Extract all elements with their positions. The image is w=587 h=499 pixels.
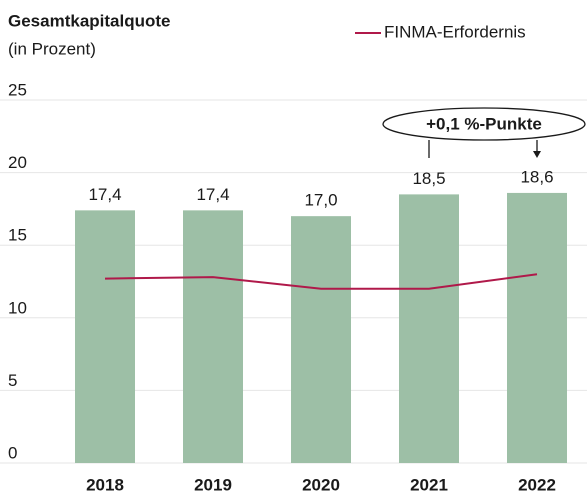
chart-title: Gesamtkapitalquote — [8, 11, 171, 30]
y-tick-label: 25 — [8, 80, 27, 99]
x-tick-label: 2020 — [302, 475, 340, 494]
bar — [75, 210, 135, 463]
bar — [399, 194, 459, 463]
y-tick-label: 5 — [8, 371, 17, 390]
line-series — [104, 273, 538, 290]
legend-label: FINMA-Erfordernis — [384, 22, 526, 41]
annotation-arrowhead — [533, 151, 541, 158]
y-tick-label: 20 — [8, 153, 27, 172]
x-tick-label: 2018 — [86, 475, 124, 494]
annotation: +0,1 %-Punkte — [382, 107, 586, 158]
value-label: 18,6 — [520, 167, 553, 186]
x-tick-label: 2022 — [518, 475, 556, 494]
bar — [183, 210, 243, 463]
value-label: 17,4 — [196, 185, 229, 204]
value-label: 18,5 — [412, 169, 445, 188]
annotation-text: +0,1 %-Punkte — [426, 114, 542, 133]
chart-subtitle: (in Prozent) — [8, 39, 96, 58]
x-tick-label: 2019 — [194, 475, 232, 494]
bars — [75, 192, 567, 464]
bar — [291, 216, 351, 463]
y-tick-label: 0 — [8, 443, 17, 462]
y-tick-label: 15 — [8, 226, 27, 245]
annotation-ellipse — [382, 107, 586, 141]
value-label: 17,0 — [304, 191, 337, 210]
y-tick-label: 10 — [8, 298, 27, 317]
bar — [507, 192, 567, 464]
x-tick-label: 2021 — [410, 475, 448, 494]
value-label: 17,4 — [88, 185, 121, 204]
labels: 0 5 10 15 20 25 2018 17,4 2019 17,4 2020 17,0 2021 18… — [8, 80, 556, 494]
